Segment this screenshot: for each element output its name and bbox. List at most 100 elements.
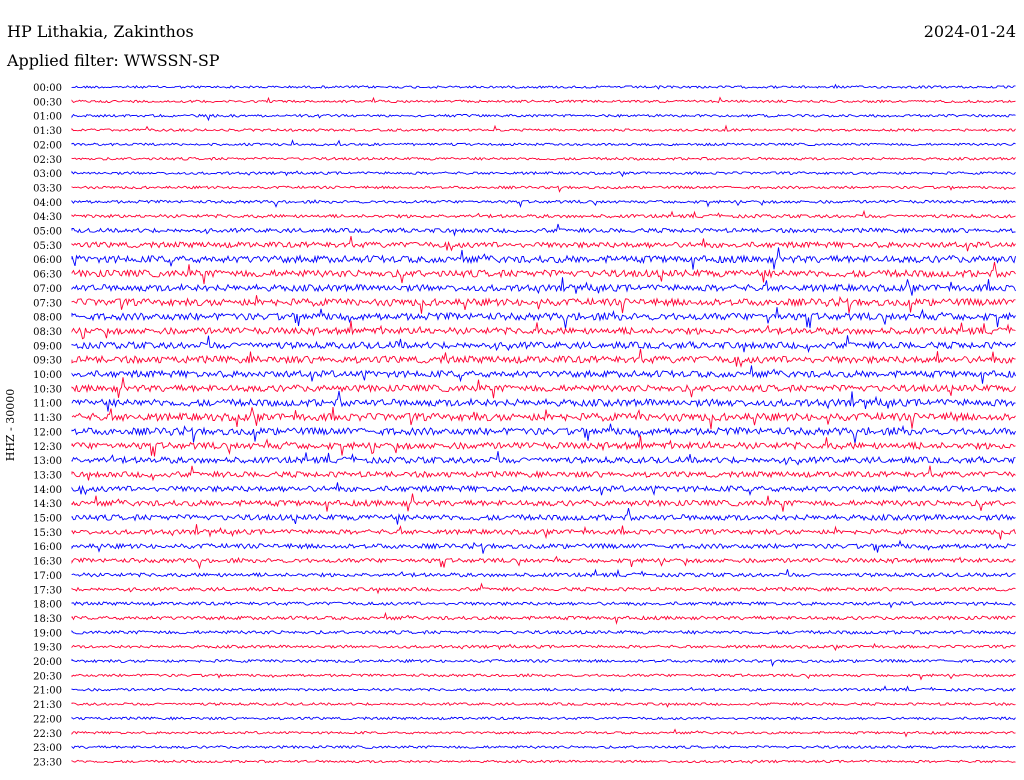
trace-line — [71, 223, 1016, 237]
time-label: 11:30 — [33, 413, 62, 424]
trace-line — [71, 124, 1016, 133]
time-label: 07:00 — [33, 284, 62, 295]
trace-line — [71, 236, 1016, 252]
trace-line — [71, 247, 1016, 270]
time-label: 04:30 — [33, 212, 62, 223]
time-label: 02:30 — [33, 155, 62, 166]
trace-line — [71, 209, 1016, 219]
trace-line — [71, 83, 1016, 90]
time-label: 15:00 — [33, 514, 62, 525]
time-label: 21:00 — [33, 686, 62, 697]
date-label: 2024-01-24 — [924, 22, 1016, 41]
time-label: 01:00 — [33, 112, 62, 123]
time-label: 00:30 — [33, 97, 62, 108]
trace-line — [71, 716, 1016, 721]
time-label: 08:00 — [33, 313, 62, 324]
time-label: 02:00 — [33, 140, 62, 151]
trace-line — [71, 702, 1016, 708]
trace-line — [71, 568, 1016, 578]
trace-line — [71, 295, 1016, 314]
trace-line — [71, 199, 1016, 208]
trace-line — [71, 629, 1016, 635]
trace-line — [71, 451, 1016, 466]
time-label: 14:30 — [33, 499, 62, 510]
trace-line — [71, 377, 1016, 399]
trace-line — [71, 582, 1016, 595]
trace-line — [71, 642, 1016, 652]
time-label: 04:00 — [33, 198, 62, 209]
trace-line — [71, 745, 1016, 750]
time-label: 09:30 — [33, 356, 62, 367]
trace-line — [71, 320, 1016, 340]
trace-line — [71, 261, 1016, 285]
time-label: 14:00 — [33, 485, 62, 496]
time-label: 15:30 — [33, 528, 62, 539]
time-label: 00:00 — [33, 83, 62, 94]
trace-line — [71, 524, 1016, 540]
time-label: 09:00 — [33, 341, 62, 352]
trace-line — [71, 348, 1016, 368]
trace-line — [71, 96, 1016, 104]
trace-line — [71, 335, 1016, 354]
trace-line — [71, 658, 1016, 667]
trace-line — [71, 423, 1016, 444]
trace-line — [71, 390, 1016, 412]
time-label: 07:30 — [33, 298, 62, 309]
time-label: 11:00 — [33, 399, 62, 410]
time-label: 22:00 — [33, 714, 62, 725]
time-label: 23:30 — [33, 757, 62, 768]
time-label: 12:00 — [33, 427, 62, 438]
time-label: 13:00 — [33, 456, 62, 467]
trace-line — [71, 465, 1016, 482]
time-label: 01:30 — [33, 126, 62, 137]
trace-line — [71, 139, 1016, 147]
trace-line — [71, 685, 1016, 692]
trace-line — [71, 407, 1016, 430]
trace-line — [71, 365, 1016, 384]
trace-line — [71, 156, 1016, 161]
time-label: 19:00 — [33, 628, 62, 639]
time-label: 06:30 — [33, 270, 62, 281]
trace-line — [71, 113, 1016, 122]
time-label: 13:30 — [33, 470, 62, 481]
trace-line — [71, 672, 1016, 681]
trace-line — [71, 539, 1016, 554]
time-label: 17:30 — [33, 585, 62, 596]
trace-line — [71, 493, 1016, 512]
time-label: 10:00 — [33, 370, 62, 381]
trace-line — [71, 728, 1016, 738]
trace-line — [71, 435, 1016, 457]
trace-line — [71, 185, 1016, 193]
filter-label: Applied filter: WWSSN-SP — [6, 51, 220, 70]
time-label: 05:30 — [33, 241, 62, 252]
time-label: 20:00 — [33, 657, 62, 668]
time-labels: 00:00 00:30 01:00 01:30 02:00 02:30 03:00 03:30… — [33, 83, 62, 768]
time-label: 17:00 — [33, 571, 62, 582]
trace-line — [71, 307, 1016, 329]
time-label: 05:00 — [33, 227, 62, 238]
time-label: 03:00 — [33, 169, 62, 180]
time-label: 10:30 — [33, 384, 62, 395]
channel-axis-label: HHZ - 30000 — [4, 389, 17, 462]
time-label: 22:30 — [33, 729, 62, 740]
station-title: HP Lithakia, Zakinthos — [7, 22, 194, 41]
time-label: 06:00 — [33, 255, 62, 266]
time-label: 12:30 — [33, 442, 62, 453]
trace-line — [71, 170, 1016, 178]
time-label: 23:00 — [33, 743, 62, 754]
time-label: 08:30 — [33, 327, 62, 338]
time-label: 18:00 — [33, 600, 62, 611]
trace-line — [71, 611, 1016, 625]
trace-line — [71, 482, 1016, 496]
time-label: 19:30 — [33, 643, 62, 654]
trace-line — [71, 601, 1016, 609]
trace-line — [71, 759, 1016, 764]
seismic-traces — [71, 83, 1016, 764]
time-label: 21:30 — [33, 700, 62, 711]
time-label: 18:30 — [33, 614, 62, 625]
time-label: 20:30 — [33, 671, 62, 682]
trace-line — [71, 277, 1016, 296]
time-label: 16:00 — [33, 542, 62, 553]
